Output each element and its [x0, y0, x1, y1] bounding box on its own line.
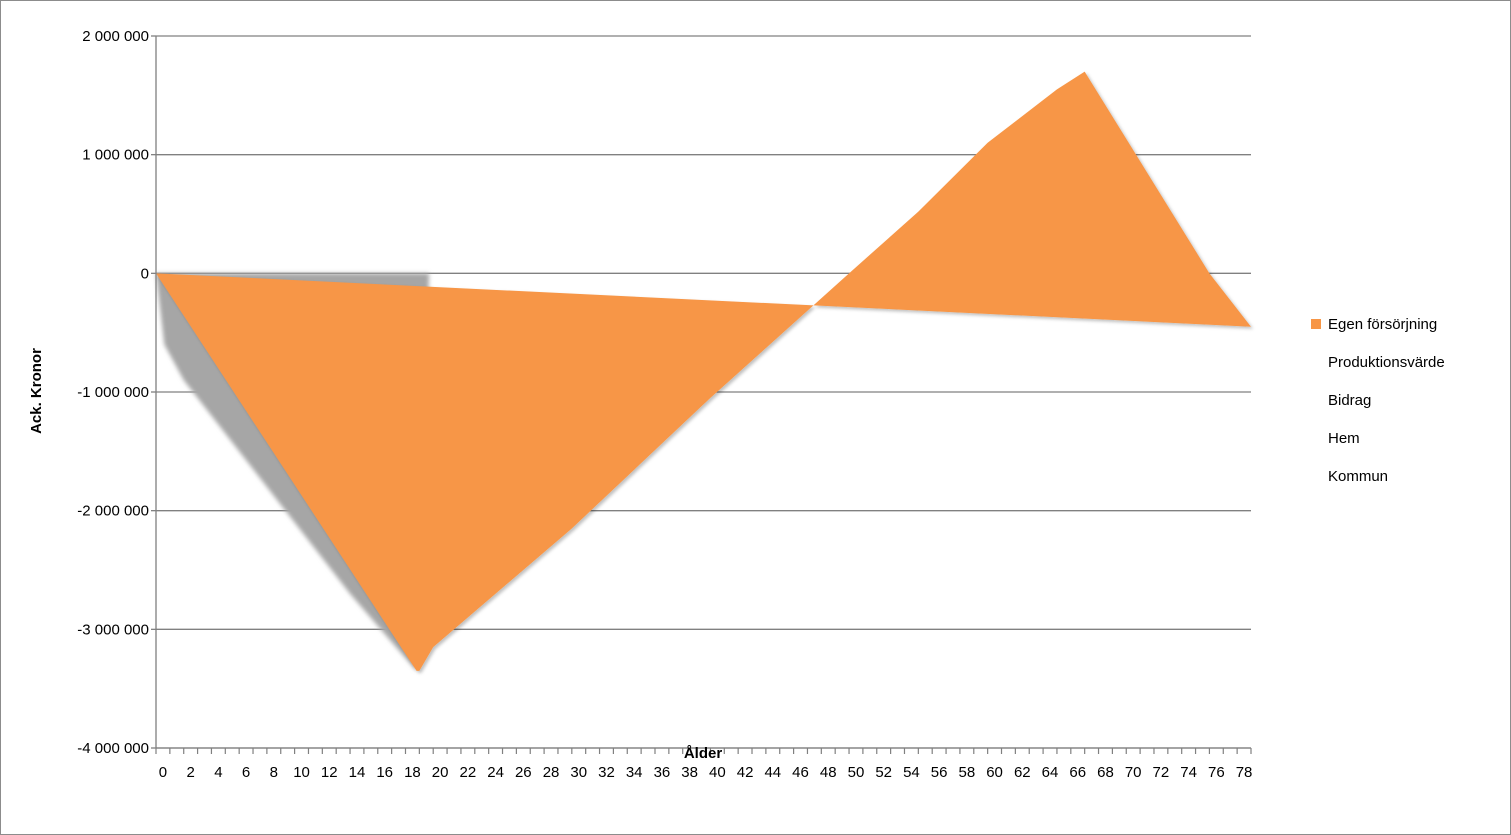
x-tick-label: 18 [404, 764, 421, 781]
x-tick-label: 64 [1042, 764, 1059, 781]
x-tick-label: 38 [681, 764, 698, 781]
x-tick-label: 42 [737, 764, 754, 781]
x-tick-label: 8 [270, 764, 278, 781]
x-tick-label: 4 [214, 764, 222, 781]
legend-label: Kommun [1328, 468, 1388, 485]
x-tick-label: 44 [764, 764, 781, 781]
x-tick-label: 74 [1180, 764, 1197, 781]
x-tick-label: 54 [903, 764, 920, 781]
x-tick-label: 10 [293, 764, 310, 781]
x-tick-label: 36 [654, 764, 671, 781]
legend-swatch [1311, 319, 1321, 329]
x-tick-label: 24 [487, 764, 504, 781]
y-tick-label: 2 000 000 [82, 28, 149, 45]
x-tick-label: 16 [376, 764, 393, 781]
x-tick-label: 30 [570, 764, 587, 781]
x-tick-label: 62 [1014, 764, 1031, 781]
x-tick-label: 68 [1097, 764, 1114, 781]
legend-label: Bidrag [1328, 392, 1371, 409]
y-axis-ticks: 2 000 000 1 000 000 0 -1 000 000 -2 000 000 -… [77, 28, 156, 757]
y-tick-label: 0 [141, 265, 149, 282]
x-tick-label: 12 [321, 764, 338, 781]
series-area [156, 71, 1251, 671]
x-tick-label: 78 [1236, 764, 1253, 781]
x-tick-label: 70 [1125, 764, 1142, 781]
legend-swatch [1311, 395, 1321, 405]
legend: Egen försörjning Produktionsvärde Bidrag He… [1311, 316, 1445, 485]
x-tick-label: 58 [959, 764, 976, 781]
legend-label: Produktionsvärde [1328, 354, 1445, 371]
x-tick-label: 6 [242, 764, 250, 781]
legend-label: Egen försörjning [1328, 316, 1437, 333]
y-tick-label: -2 000 000 [77, 503, 149, 520]
y-tick-label: -3 000 000 [77, 621, 149, 638]
x-tick-label: 40 [709, 764, 726, 781]
x-axis-title: Ålder [684, 745, 723, 762]
y-tick-label: 1 000 000 [82, 147, 149, 164]
x-tick-label: 28 [543, 764, 560, 781]
legend-swatch [1311, 357, 1321, 367]
x-axis-ticks: 0 2 4 6 8 10 12 14 16 18 20 22 24 26 28 30 32 34 36 38 40 42 4… [155, 748, 1253, 781]
x-tick-label: 2 [186, 764, 194, 781]
legend-label: Hem [1328, 430, 1360, 447]
x-tick-label: 14 [349, 764, 366, 781]
x-tick-label: 52 [875, 764, 892, 781]
legend-swatch [1311, 433, 1321, 443]
x-tick-label: 26 [515, 764, 532, 781]
x-tick-label: 76 [1208, 764, 1225, 781]
y-axis-title: Ack. Kronor [28, 348, 45, 434]
x-tick-label: 48 [820, 764, 837, 781]
x-tick-label: 60 [986, 764, 1003, 781]
x-tick-label: 46 [792, 764, 809, 781]
x-tick-label: 32 [598, 764, 615, 781]
legend-swatch [1311, 471, 1321, 481]
x-tick-label: 50 [848, 764, 865, 781]
plot-areas [156, 71, 1251, 671]
y-tick-label: -4 000 000 [77, 740, 149, 757]
x-tick-label: 72 [1153, 764, 1170, 781]
x-tick-label: 66 [1069, 764, 1086, 781]
x-tick-label: 34 [626, 764, 643, 781]
x-tick-label: 20 [432, 764, 449, 781]
x-tick-label: 56 [931, 764, 948, 781]
x-tick-label: 0 [159, 764, 167, 781]
x-tick-label: 22 [460, 764, 477, 781]
y-tick-label: -1 000 000 [77, 384, 149, 401]
